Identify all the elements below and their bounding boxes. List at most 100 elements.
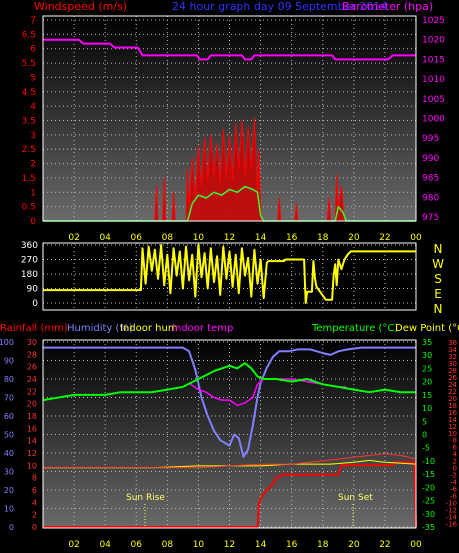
barometer-tick-label: 1000 xyxy=(422,115,445,125)
humidity-line xyxy=(43,346,416,458)
x-tick-label: 12 xyxy=(224,233,235,243)
dew-point-tick-label: -4 xyxy=(450,479,458,487)
sun-set-label: Sun Set xyxy=(338,493,373,503)
rain-tick-label: 10 xyxy=(27,461,37,470)
rain-tick-label: 2 xyxy=(32,511,37,520)
humidity-tick-label: 10 xyxy=(4,505,14,514)
dew-point-tick-label: 10 xyxy=(448,430,457,438)
compass-label: W xyxy=(432,257,444,271)
windspeed-tick-label: 1 xyxy=(30,188,36,198)
barometer-tick-label: 985 xyxy=(422,174,439,184)
x-tick-label: 16 xyxy=(286,233,298,243)
temperature-tick-label: -15 xyxy=(422,470,435,479)
rain-tick-label: 28 xyxy=(27,350,37,359)
indoor-temperature-line xyxy=(190,378,347,407)
chart-date-title: 24 hour graph day 09 September 2014 xyxy=(172,0,387,13)
windspeed-tick-label: 2 xyxy=(30,160,36,170)
wind-direction-line xyxy=(43,244,416,304)
windspeed-tick-label: 5.5 xyxy=(22,59,36,69)
temperature-tick-label: -25 xyxy=(422,497,435,506)
windspeed-tick-label: 4 xyxy=(30,102,36,112)
barometer-tick-label: 1025 xyxy=(422,16,445,26)
series-lines xyxy=(42,38,417,528)
x-tick-label: 10 xyxy=(193,540,205,550)
dew-point-tick-label: -2 xyxy=(450,472,457,480)
dew-point-tick-label: 34 xyxy=(448,346,457,354)
dew-point-tick-label: 20 xyxy=(448,395,457,403)
dew-point-tick-label: -14 xyxy=(446,514,458,522)
wind-average-line xyxy=(43,185,416,222)
temperature-tick-label: -35 xyxy=(422,523,435,532)
rain-tick-label: 0 xyxy=(32,523,37,532)
x-tick-label: 00 xyxy=(410,233,422,243)
x-tick-label: 04 xyxy=(99,540,111,550)
humidity-tick-label: 20 xyxy=(4,486,14,495)
legend-temperature: Temperature (°C) xyxy=(311,323,398,334)
humidity-tick-label: 60 xyxy=(4,412,14,421)
windspeed-tick-label: 4.5 xyxy=(22,88,36,98)
x-tick-label: 14 xyxy=(255,233,267,243)
dew-point-tick-label: 14 xyxy=(448,416,457,424)
humidity-tick-label: 70 xyxy=(4,394,14,403)
x-tick-label: 04 xyxy=(99,233,111,243)
compass-label: N xyxy=(434,302,443,316)
humidity-tick-label: 90 xyxy=(4,357,14,366)
humidity-tick-label: 30 xyxy=(4,468,14,477)
temperature-tick-label: -20 xyxy=(422,483,435,492)
dew-point-tick-label: -10 xyxy=(446,500,457,508)
direction-tick-label: 360 xyxy=(21,241,38,251)
windspeed-tick-label: 6.5 xyxy=(22,30,36,40)
direction-tick-label: 0 xyxy=(32,299,38,309)
rain-tick-label: 18 xyxy=(27,412,37,421)
x-tick-label: 06 xyxy=(131,540,143,550)
temperature-tick-label: 0 xyxy=(422,431,427,440)
x-tick-label: 18 xyxy=(317,233,329,243)
temperature-tick-label: 5 xyxy=(422,417,427,426)
dew-point-line xyxy=(43,453,417,469)
barometer-tick-label: 990 xyxy=(422,154,439,164)
temperature-tick-label: 20 xyxy=(422,378,432,387)
rain-tick-label: 30 xyxy=(27,338,37,347)
dew-point-tick-label: 28 xyxy=(448,367,457,375)
x-tick-label: 22 xyxy=(379,540,390,550)
barometer-tick-label: 1005 xyxy=(422,95,445,105)
rain-tick-label: 8 xyxy=(32,474,37,483)
x-tick-label: 20 xyxy=(348,540,360,550)
x-tick-label: 20 xyxy=(348,233,360,243)
grid-lines xyxy=(43,16,416,528)
dew-point-tick-label: 32 xyxy=(448,353,457,361)
windspeed-tick-label: 5 xyxy=(30,73,36,83)
temperature-tick-label: -5 xyxy=(422,444,430,453)
direction-tick-label: 90 xyxy=(27,285,39,295)
dew-point-tick-label: 24 xyxy=(448,381,457,389)
legend-rainfall: Rainfall (mm) xyxy=(0,323,68,334)
humidity-tick-label: 40 xyxy=(4,449,14,458)
barometer-line xyxy=(43,38,416,61)
dew-point-tick-label: 6 xyxy=(453,444,458,452)
temperature-tick-label: 35 xyxy=(422,338,432,347)
direction-tick-label: 270 xyxy=(21,256,38,266)
rain-tick-label: 12 xyxy=(27,449,37,458)
rain-tick-label: 20 xyxy=(27,400,37,409)
windspeed-tick-label: 2.5 xyxy=(22,145,36,155)
humidity-tick-label: 50 xyxy=(4,431,14,440)
rain-tick-label: 4 xyxy=(32,498,37,507)
windspeed-tick-label: 7 xyxy=(30,16,36,26)
legend-humidity: Humidity (%) xyxy=(67,323,133,334)
indoor-humidity-line xyxy=(43,459,417,469)
legend-indoor-hum: Indoor hum xyxy=(120,323,178,334)
windspeed-tick-label: 1.5 xyxy=(22,174,36,184)
dew-point-tick-label: 18 xyxy=(448,402,457,410)
x-tick-label: 06 xyxy=(131,233,143,243)
sun-rise-label: Sun Rise xyxy=(126,493,165,503)
windspeed-axis-title: Windspeed (m/s) xyxy=(34,0,127,13)
dew-point-tick-label: 8 xyxy=(453,437,457,445)
barometer-tick-label: 975 xyxy=(422,213,439,223)
temperature-line xyxy=(42,362,416,402)
tick-labels: 76.565.554.543.532.521.510.5010251020101… xyxy=(0,16,458,550)
barometer-tick-label: 1015 xyxy=(422,55,445,65)
barometer-tick-label: 995 xyxy=(422,134,439,144)
dew-point-tick-label: 2 xyxy=(453,458,457,466)
rain-tick-label: 6 xyxy=(32,486,37,495)
